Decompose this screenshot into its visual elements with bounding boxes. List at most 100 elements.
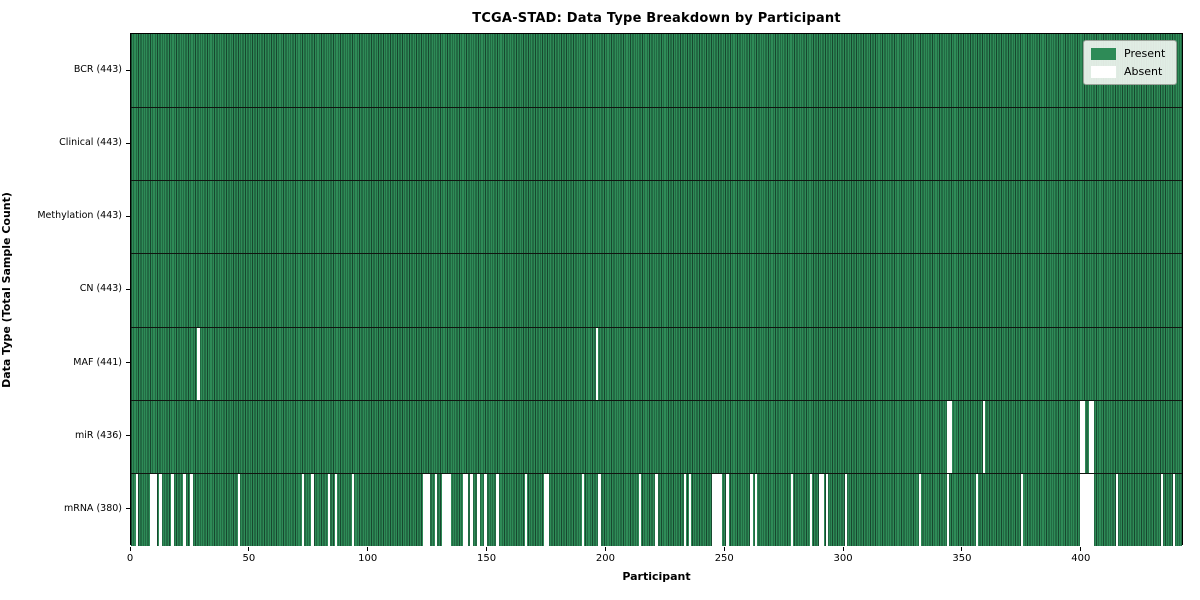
x-tick-label: 300 [833,552,853,564]
absent-bar [484,473,487,546]
absent-bar [655,473,658,546]
y-tick-label-mrna: mRNA (380) [63,502,122,514]
legend-label-absent: Absent [1124,65,1163,78]
legend-item-absent: Absent [1091,65,1168,78]
y-tick-mark [126,508,130,510]
x-tick-label: 400 [1071,552,1091,564]
absent-bar [444,473,447,546]
absent-bar [1172,473,1175,546]
heatmap-row-maf [131,326,1182,400]
x-tick-label: 250 [714,552,734,564]
y-tick-maf: MAF (441) [0,326,130,399]
absent-bar [496,473,499,546]
x-tick-mark [723,546,725,551]
x-tick-label: 350 [952,552,972,564]
absent-bar [1115,473,1118,546]
heatmap-row-methylation [131,180,1182,254]
absent-bar [546,473,549,546]
legend-swatch-absent [1091,65,1116,78]
absent-bar [688,473,691,546]
y-tick-mark [126,435,130,437]
absent-bar [1091,473,1095,546]
absent-bar [197,327,200,400]
absent-bar [638,473,642,546]
y-tick-mrna: mRNA (380) [0,472,130,545]
absent-bar [1160,473,1163,546]
y-tick-mark [126,215,130,217]
absent-bar [335,473,338,546]
absent-bar [1020,473,1024,546]
absent-bar [712,473,715,546]
absent-bar [947,400,950,473]
absent-bar [1089,400,1092,473]
absent-bar [1084,473,1088,546]
absent-bar [524,473,528,546]
x-tick-mark [961,546,963,551]
absent-bar [465,473,468,546]
x-tick-mark [1080,546,1082,551]
heatmap-plot-area [130,33,1183,546]
absent-bar [716,473,720,546]
absent-bar [434,473,438,546]
absent-bar [821,473,824,546]
legend-swatch-present [1091,47,1116,60]
absent-bar [152,473,155,546]
legend: Present Absent [1083,40,1177,85]
absent-bar [726,473,729,546]
absent-bar [982,400,986,473]
y-tick-label-mir: miR (436) [74,429,122,441]
y-tick-cn: CN (443) [0,252,130,325]
legend-item-present: Present [1091,47,1168,60]
y-tick-mark [126,288,130,290]
absent-bar [598,473,601,546]
absent-bar [949,400,952,473]
absent-bar [190,473,193,546]
y-tick-methylation: Methylation (443) [0,179,130,252]
absent-bar [1082,473,1085,546]
y-tick-bcr: BCR (443) [0,33,130,106]
absent-bar [327,473,331,546]
absent-bar [159,473,162,546]
absent-bar [425,473,428,546]
absent-bar [683,473,687,546]
absent-bar [543,473,547,546]
x-tick-mark [248,546,250,551]
absent-bar [446,473,449,546]
y-tick-label-maf: MAF (441) [73,356,122,368]
x-tick-label: 150 [476,552,497,564]
absent-bar [463,473,466,546]
absent-bar [719,473,722,546]
absent-bar [596,327,599,400]
absent-bar [183,473,186,546]
absent-bar [427,473,430,546]
absent-bar [750,473,753,546]
absent-bar [422,473,426,546]
heatmap-row-mrna [131,472,1182,546]
x-tick-label: 100 [358,552,378,564]
absent-bar [351,473,354,546]
x-tick-mark [604,546,606,551]
x-tick-mark [367,546,369,551]
absent-bar [154,473,158,546]
absent-bar [1082,400,1085,473]
chart-title: TCGA-STAD: Data Type Breakdown by Partic… [472,11,841,26]
absent-bar [581,473,585,546]
heatmap-row-clinical [131,107,1182,181]
x-tick-label: 200 [595,552,615,564]
x-tick-mark [129,546,131,551]
heatmap-row-mir [131,399,1182,473]
x-tick-mark [486,546,488,551]
heatmap-row-bcr [131,34,1182,108]
y-tick-mark [126,362,130,364]
absent-bar [809,473,812,546]
y-axis-ticks: BCR (443) Clinical (443) Methylation (443)… [0,33,130,545]
absent-bar [441,473,445,546]
y-tick-clinical: Clinical (443) [0,106,130,179]
absent-bar [1087,473,1090,546]
absent-bar [947,473,950,546]
x-tick-mark [842,546,844,551]
absent-bar [470,473,473,546]
x-tick-label: 50 [242,552,256,564]
absent-bar [171,473,174,546]
absent-bar [790,473,793,546]
